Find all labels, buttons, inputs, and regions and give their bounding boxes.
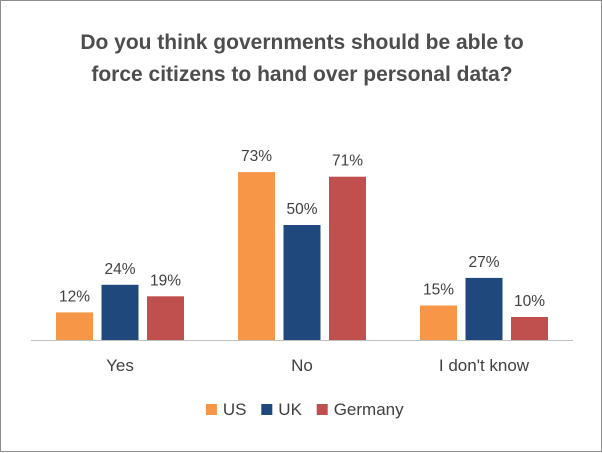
bar-germany-yes xyxy=(147,296,184,340)
data-label-germany-i-don-t-know: 10% xyxy=(514,293,545,310)
chart-title-line-1: Do you think governments should be able … xyxy=(80,31,523,54)
data-label-uk-i-don-t-know: 27% xyxy=(468,254,499,271)
data-label-germany-no: 71% xyxy=(332,153,363,170)
bar-us-i-don-t-know xyxy=(420,305,457,340)
legend-label-uk: UK xyxy=(278,400,302,419)
legend-swatch-us xyxy=(205,404,217,415)
x-tick-label-yes: Yes xyxy=(106,356,134,375)
plot-area: 12% 24% 19% Yes 73% 50% 71% No 15% 27% 10% I don't … xyxy=(31,148,573,375)
bar-uk-no xyxy=(283,225,321,340)
x-tick-label-no: No xyxy=(291,356,313,375)
chart-legend: US UK Germany xyxy=(205,400,404,419)
bar-germany-no xyxy=(329,176,366,340)
bar-us-no xyxy=(238,172,275,340)
data-label-us-i-don-t-know: 15% xyxy=(423,282,454,299)
legend-swatch-germany xyxy=(316,404,328,415)
legend-label-germany: Germany xyxy=(334,400,404,419)
data-label-us-yes: 12% xyxy=(59,288,90,305)
chart-title-line-2: force citizens to hand over personal dat… xyxy=(91,63,512,86)
legend-swatch-uk xyxy=(261,404,273,415)
bar-uk-i-don-t-know xyxy=(465,277,503,340)
x-tick-label-i-don-t-know: I don't know xyxy=(439,356,530,375)
bar-us-yes xyxy=(56,312,93,340)
bar-uk-yes xyxy=(101,284,139,340)
data-label-uk-no: 50% xyxy=(286,201,317,218)
legend-label-us: US xyxy=(223,400,247,419)
data-label-germany-yes: 19% xyxy=(150,272,181,289)
bar-germany-i-don-t-know xyxy=(511,317,548,340)
data-label-us-no: 73% xyxy=(241,148,272,165)
data-label-uk-yes: 24% xyxy=(104,261,135,278)
